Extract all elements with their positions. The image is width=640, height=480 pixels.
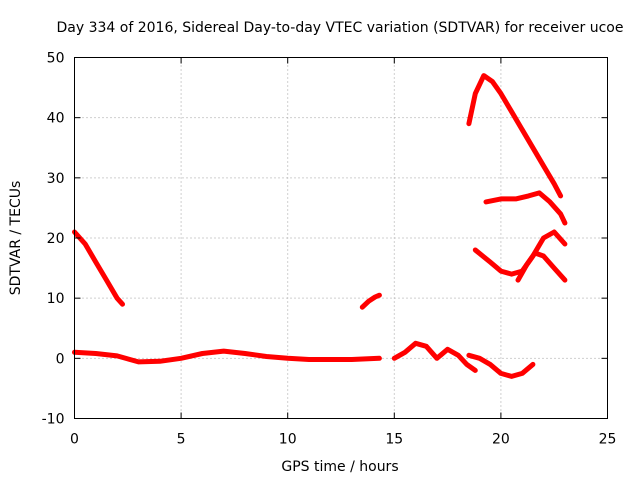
y-tick-label: 10 xyxy=(47,291,65,307)
series-arc-1 xyxy=(72,229,125,307)
x-tick-label: 15 xyxy=(385,432,403,448)
x-tick-label: 25 xyxy=(599,432,617,448)
series-layer xyxy=(72,73,568,379)
series-arc-4 xyxy=(391,340,478,373)
chart-title: Day 334 of 2016, Sidereal Day-to-day VTE… xyxy=(57,20,624,36)
y-tick-label: 20 xyxy=(47,231,65,247)
series-arc-7 xyxy=(483,190,568,226)
series-arc-9 xyxy=(515,250,568,283)
y-tick-label: 40 xyxy=(47,111,65,127)
y-tick-label: 0 xyxy=(56,351,65,367)
grid xyxy=(74,57,608,419)
plot-frame xyxy=(74,57,608,419)
y-axis-label: SDTVAR / TECUs xyxy=(8,181,24,296)
x-tick-label: 20 xyxy=(492,432,510,448)
x-tick-label: 10 xyxy=(279,432,297,448)
y-tick-label: 30 xyxy=(47,171,65,187)
x-tick-label: 5 xyxy=(177,432,186,448)
x-tick-label: 0 xyxy=(70,432,79,448)
series-arc-6 xyxy=(466,73,564,199)
series-arc-5 xyxy=(466,352,536,379)
x-axis-label: GPS time / hours xyxy=(281,459,398,475)
ticks: 0 5 10 15 20 25 -10 0 10 20 30 40 50 xyxy=(42,51,617,448)
series-arc-3 xyxy=(359,292,382,310)
series-arc-2 xyxy=(72,348,382,365)
y-tick-label: -10 xyxy=(42,412,65,428)
y-tick-label: 50 xyxy=(47,51,65,67)
